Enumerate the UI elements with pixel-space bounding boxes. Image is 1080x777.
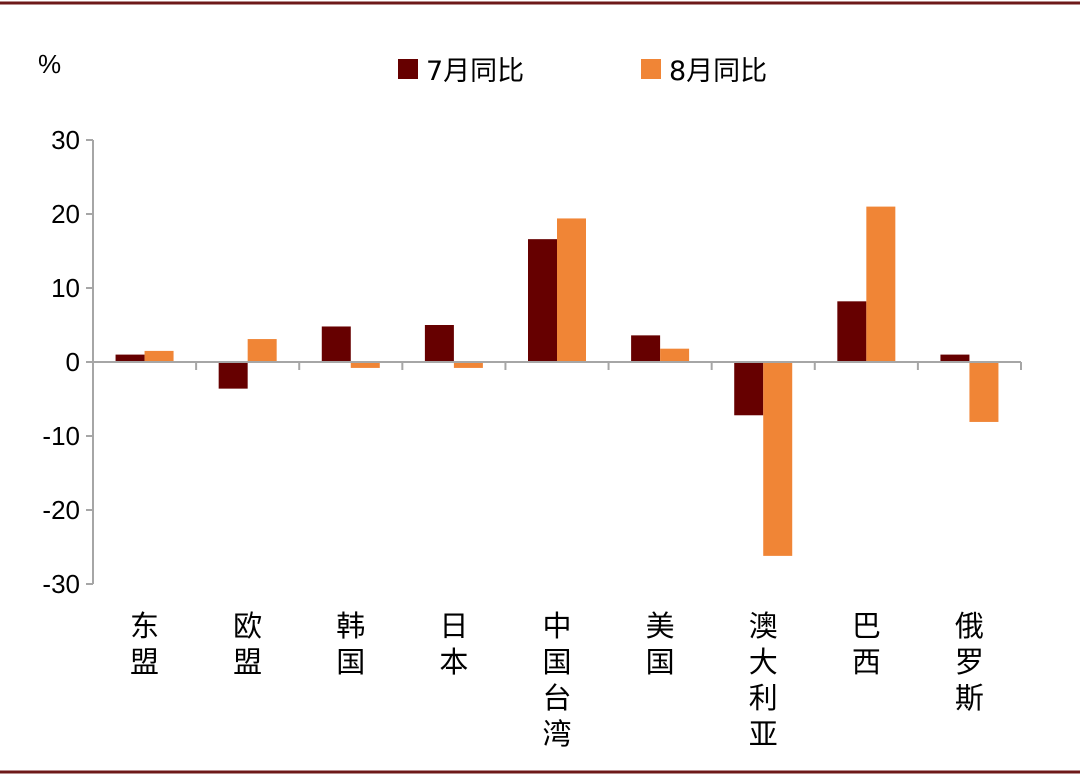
legend-swatch-july — [398, 59, 418, 79]
y-tick-label: 30 — [51, 125, 80, 155]
category-label: 东盟 — [130, 609, 159, 679]
bar-august — [969, 362, 999, 422]
y-tick-label: 20 — [51, 199, 80, 229]
category-label: 俄罗斯 — [955, 609, 984, 715]
category-label: 中国台湾 — [542, 609, 571, 751]
y-tick-label: -20 — [42, 495, 80, 525]
unit-label: % — [38, 49, 61, 79]
bar-july — [528, 239, 557, 362]
category-label: 韩国 — [336, 609, 365, 679]
category-label: 澳大利亚 — [749, 609, 778, 751]
legend-swatch-august — [641, 59, 661, 79]
category-label: 美国 — [646, 609, 675, 679]
bars — [115, 206, 999, 556]
legend-label-july: 7月同比 — [426, 56, 524, 87]
y-axis: -30 -20 -10 0 10 20 30 — [42, 125, 94, 599]
category-label: 日本 — [439, 609, 468, 679]
bar-august — [763, 362, 793, 556]
bar-july — [115, 354, 145, 362]
legend: 7月同比 8月同比 — [398, 56, 767, 87]
bar-july — [734, 362, 764, 416]
category-label: 欧盟 — [233, 609, 262, 679]
bar-july — [424, 325, 454, 362]
y-tick-label: 0 — [66, 347, 80, 377]
bar-august — [557, 218, 586, 362]
x-axis — [92, 361, 1022, 370]
bar-august — [247, 339, 277, 362]
legend-label-august: 8月同比 — [669, 56, 767, 87]
category-labels: 东盟 欧盟 韩国 日本 中国台湾 美国 澳大利亚 巴西 俄罗斯 — [130, 609, 984, 751]
bar-august — [144, 350, 174, 362]
y-tick-label: -10 — [42, 421, 80, 451]
bar-july — [631, 335, 661, 362]
bar-august — [866, 206, 896, 362]
bar-august — [350, 362, 380, 368]
bar-august — [660, 348, 690, 362]
bar-july — [940, 354, 970, 362]
category-label: 巴西 — [852, 609, 881, 679]
y-tick-label: 10 — [51, 273, 80, 303]
bar-july — [218, 362, 248, 389]
y-tick-label: -30 — [42, 569, 80, 599]
bar-july — [837, 301, 867, 362]
bar-july — [321, 326, 351, 362]
bar-august — [453, 362, 483, 368]
